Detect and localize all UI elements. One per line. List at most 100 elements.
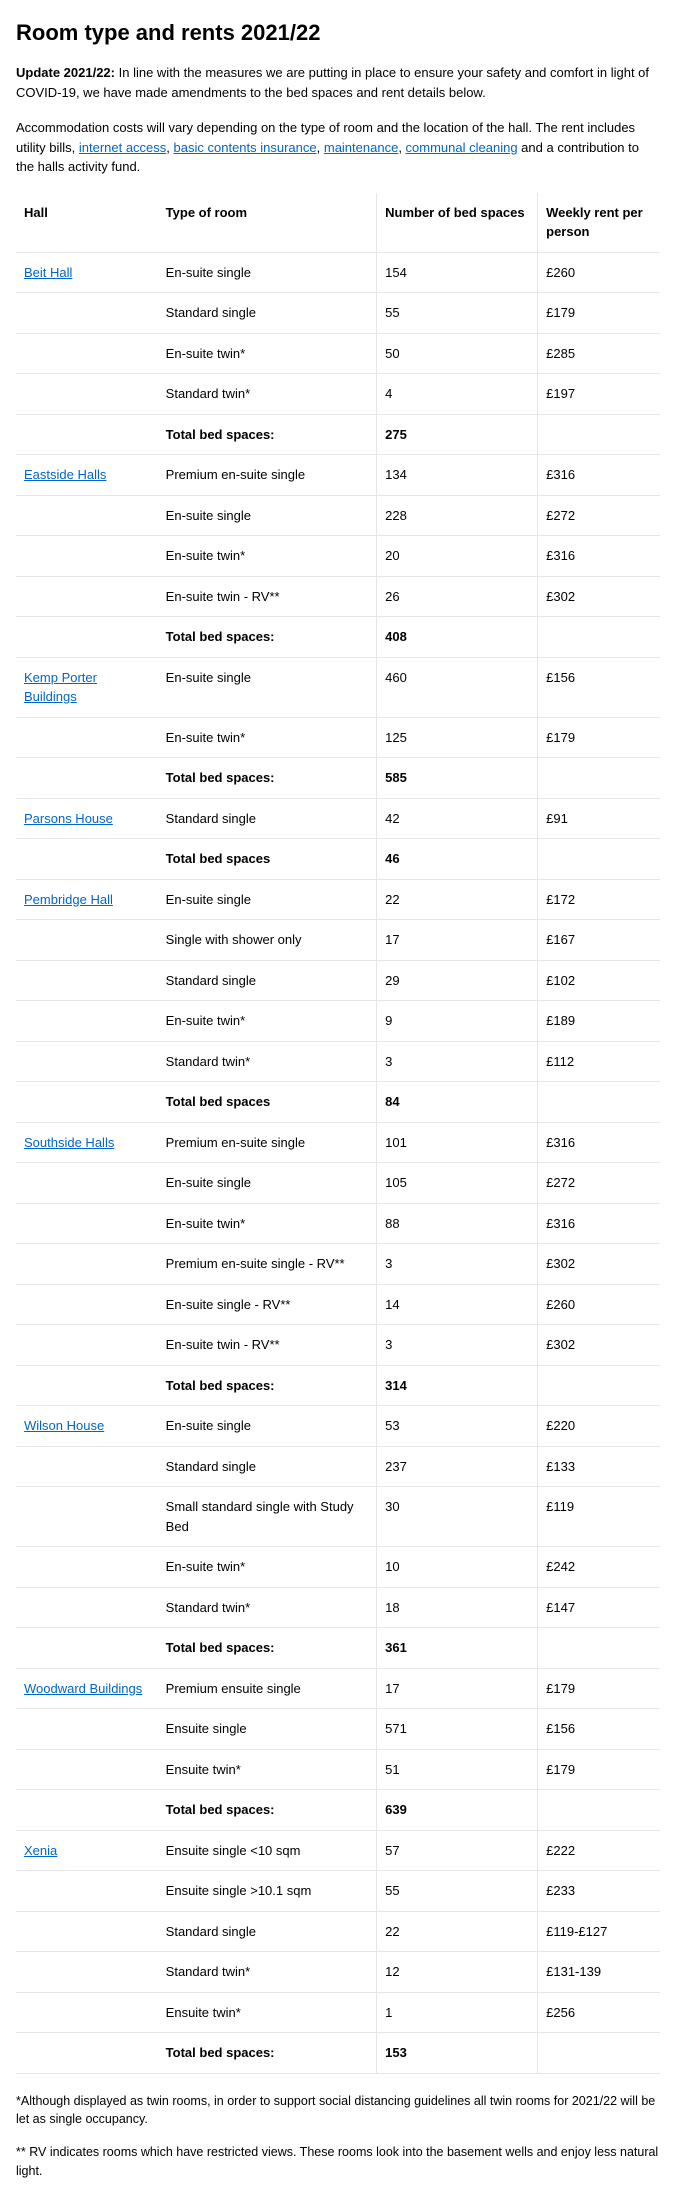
cell-rent: £179 [538, 717, 660, 758]
cell-hall [16, 1446, 158, 1487]
cell-beds: 9 [377, 1001, 538, 1042]
total-value: 408 [377, 617, 538, 658]
hall-link[interactable]: Xenia [24, 1843, 57, 1858]
total-label: Total bed spaces [158, 1082, 377, 1123]
cell-beds: 53 [377, 1406, 538, 1447]
contents-insurance-link[interactable]: basic contents insurance [174, 140, 317, 155]
header-room: Type of room [158, 193, 377, 253]
hall-link[interactable]: Parsons House [24, 811, 113, 826]
cell-rent: £179 [538, 1668, 660, 1709]
total-label: Total bed spaces: [158, 1628, 377, 1669]
cell-rent: £316 [538, 455, 660, 496]
cell-beds: 57 [377, 1830, 538, 1871]
hall-link[interactable]: Pembridge Hall [24, 892, 113, 907]
cell-rent: £285 [538, 333, 660, 374]
cell-rent: £133 [538, 1446, 660, 1487]
communal-cleaning-link[interactable]: communal cleaning [406, 140, 518, 155]
table-row: Standard single55£179 [16, 293, 660, 334]
costs-paragraph: Accommodation costs will vary depending … [16, 118, 660, 177]
cell-rent: £302 [538, 1325, 660, 1366]
cell-hall: Xenia [16, 1830, 158, 1871]
hall-link[interactable]: Eastside Halls [24, 467, 106, 482]
cell-hall: Kemp Porter Buildings [16, 657, 158, 717]
cell-hall [16, 1547, 158, 1588]
cell-room: Standard single [158, 293, 377, 334]
cell-beds: 55 [377, 293, 538, 334]
total-value: 275 [377, 414, 538, 455]
cell-beds: 22 [377, 1911, 538, 1952]
cell-rent: £119 [538, 1487, 660, 1547]
total-value: 84 [377, 1082, 538, 1123]
cell-beds: 26 [377, 576, 538, 617]
table-row: Standard single237£133 [16, 1446, 660, 1487]
cell-room: Single with shower only [158, 920, 377, 961]
table-row: Southside HallsPremium en-suite single10… [16, 1122, 660, 1163]
total-value: 153 [377, 2033, 538, 2074]
table-total-row: Total bed spaces:275 [16, 414, 660, 455]
total-value: 585 [377, 758, 538, 799]
cell-hall: Eastside Halls [16, 455, 158, 496]
cell-rent: £131-139 [538, 1952, 660, 1993]
cell-room: Standard twin* [158, 1041, 377, 1082]
cell-rent: £197 [538, 374, 660, 415]
cell-beds: 55 [377, 1871, 538, 1912]
cell-room: En-suite single [158, 252, 377, 293]
cell-rent: £220 [538, 1406, 660, 1447]
cell-beds: 237 [377, 1446, 538, 1487]
table-row: Ensuite twin*1£256 [16, 1992, 660, 2033]
maintenance-link[interactable]: maintenance [324, 140, 398, 155]
hall-link[interactable]: Woodward Buildings [24, 1681, 142, 1696]
cell-room: En-suite single [158, 1163, 377, 1204]
cell-rent: £272 [538, 495, 660, 536]
hall-link[interactable]: Wilson House [24, 1418, 104, 1433]
hall-link[interactable]: Kemp Porter Buildings [24, 670, 97, 705]
cell-room: En-suite twin - RV** [158, 576, 377, 617]
cell-beds: 105 [377, 1163, 538, 1204]
update-paragraph: Update 2021/22: In line with the measure… [16, 63, 660, 102]
table-row: En-suite twin*50£285 [16, 333, 660, 374]
cell-room: Standard single [158, 960, 377, 1001]
cell-beds: 3 [377, 1325, 538, 1366]
table-row: Premium en-suite single - RV**3£302 [16, 1244, 660, 1285]
cell-beds: 14 [377, 1284, 538, 1325]
internet-access-link[interactable]: internet access [79, 140, 166, 155]
cell-hall [16, 1325, 158, 1366]
cell-room: En-suite single [158, 1406, 377, 1447]
table-total-row: Total bed spaces:585 [16, 758, 660, 799]
cell-rent: £147 [538, 1587, 660, 1628]
cell-hall [16, 1001, 158, 1042]
table-row: Ensuite single571£156 [16, 1709, 660, 1750]
cell-room: En-suite twin - RV** [158, 1325, 377, 1366]
cell-room: En-suite single - RV** [158, 1284, 377, 1325]
cell-beds: 22 [377, 879, 538, 920]
cell-rent: £233 [538, 1871, 660, 1912]
cell-beds: 4 [377, 374, 538, 415]
cell-beds: 29 [377, 960, 538, 1001]
cell-hall [16, 1041, 158, 1082]
table-row: Standard twin*18£147 [16, 1587, 660, 1628]
table-total-row: Total bed spaces46 [16, 839, 660, 880]
cell-rent: £91 [538, 798, 660, 839]
total-label: Total bed spaces: [158, 2033, 377, 2074]
table-total-row: Total bed spaces:639 [16, 1790, 660, 1831]
cell-room: Ensuite single [158, 1709, 377, 1750]
cell-room: En-suite twin* [158, 536, 377, 577]
table-row: Standard twin*12£131-139 [16, 1952, 660, 1993]
cell-room: En-suite twin* [158, 717, 377, 758]
cell-beds: 10 [377, 1547, 538, 1588]
cell-beds: 88 [377, 1203, 538, 1244]
cell-rent: £302 [538, 1244, 660, 1285]
cell-room: Standard twin* [158, 1952, 377, 1993]
table-row: En-suite single - RV**14£260 [16, 1284, 660, 1325]
cell-rent: £179 [538, 293, 660, 334]
hall-link[interactable]: Southside Halls [24, 1135, 114, 1150]
hall-link[interactable]: Beit Hall [24, 265, 72, 280]
cell-room: En-suite twin* [158, 1203, 377, 1244]
total-label: Total bed spaces: [158, 617, 377, 658]
table-row: En-suite twin*125£179 [16, 717, 660, 758]
cell-rent: £316 [538, 536, 660, 577]
cell-room: En-suite twin* [158, 333, 377, 374]
cell-hall [16, 1911, 158, 1952]
cell-beds: 51 [377, 1749, 538, 1790]
cell-room: En-suite single [158, 495, 377, 536]
